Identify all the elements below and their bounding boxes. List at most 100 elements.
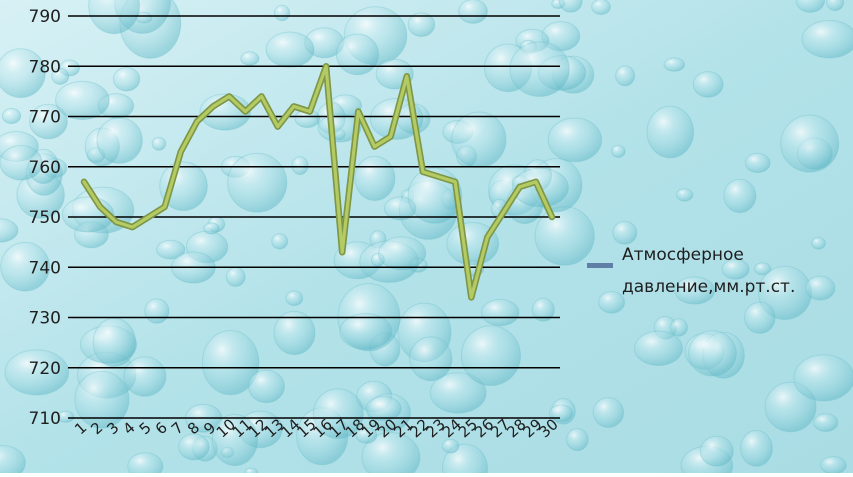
water-drop	[227, 152, 288, 213]
y-tick-label: 760	[29, 158, 61, 178]
water-drop	[611, 144, 626, 158]
water-drop	[795, 0, 825, 13]
data-point	[276, 125, 280, 128]
data-point	[389, 135, 392, 139]
water-drop	[285, 290, 304, 307]
water-drop	[805, 275, 836, 301]
water-drop	[820, 456, 847, 475]
data-point	[195, 120, 199, 123]
y-tick-label: 740	[29, 258, 61, 278]
water-drop	[547, 117, 603, 163]
water-drop	[203, 222, 220, 235]
water-drop	[441, 438, 460, 454]
water-drop	[248, 369, 285, 404]
water-drop	[178, 433, 210, 461]
water-drop	[355, 427, 378, 444]
water-drop	[458, 0, 488, 24]
water-drop	[29, 103, 68, 140]
water-drop	[57, 410, 75, 423]
water-drop	[112, 66, 141, 92]
data-point	[486, 235, 489, 239]
water-drop	[361, 432, 421, 477]
water-drop	[744, 301, 776, 334]
water-drop	[409, 336, 453, 382]
water-drop	[339, 313, 393, 350]
water-drop	[813, 413, 839, 432]
water-drop	[151, 136, 167, 151]
series-line	[82, 64, 554, 299]
water-drop	[156, 239, 186, 260]
water-drop	[0, 241, 50, 292]
legend-label-line-2: давление,мм.рт.ст.	[622, 277, 795, 297]
y-tick-label: 780	[29, 57, 61, 77]
water-drop	[378, 236, 427, 271]
water-drop	[240, 51, 260, 66]
water-drop	[721, 259, 750, 280]
data-point	[356, 110, 360, 113]
water-drop	[592, 397, 625, 428]
water-drop	[566, 428, 589, 452]
data-point	[340, 250, 344, 254]
water-drop	[0, 145, 43, 181]
data-point	[292, 105, 296, 108]
water-drop	[670, 318, 688, 337]
water-drop	[335, 33, 380, 76]
data-point	[260, 95, 263, 98]
water-drop	[265, 31, 315, 68]
water-drop	[634, 330, 683, 366]
water-drop	[598, 291, 626, 314]
legend-swatch	[587, 263, 613, 268]
water-drop	[365, 396, 402, 422]
water-drop	[244, 467, 259, 477]
water-drop	[723, 178, 757, 214]
water-drop	[646, 105, 695, 159]
water-drop	[0, 445, 26, 477]
water-drop	[312, 388, 364, 440]
water-drop	[764, 381, 817, 433]
legend-label-line-1: Атмосферное	[622, 245, 744, 265]
water-drop	[0, 218, 19, 243]
data-point	[550, 215, 554, 219]
water-drop	[96, 117, 143, 164]
data-point	[163, 205, 167, 209]
data-point	[421, 170, 425, 174]
data-point	[405, 74, 409, 78]
y-tick-label: 770	[29, 108, 61, 128]
data-point	[437, 175, 441, 179]
water-drop	[675, 188, 694, 202]
water-drop	[591, 0, 611, 15]
water-drop	[780, 114, 840, 173]
series-layer	[80, 63, 556, 301]
y-tick-label: 750	[29, 208, 61, 228]
water-drop	[51, 67, 70, 85]
water-drop	[615, 65, 636, 87]
data-point	[469, 296, 473, 299]
water-drop	[127, 452, 164, 477]
data-point	[147, 215, 151, 219]
water-drop	[92, 317, 137, 367]
gridlines	[68, 15, 560, 419]
water-drop	[1, 108, 22, 124]
water-drop	[688, 330, 737, 377]
data-point	[373, 145, 376, 149]
water-drop	[699, 435, 734, 467]
water-drop	[509, 41, 570, 97]
water-drop	[211, 413, 259, 467]
data-point	[534, 180, 538, 184]
water-drop	[826, 0, 845, 12]
water-drop	[354, 155, 396, 201]
data-point	[227, 95, 231, 98]
data-point	[453, 180, 457, 184]
water-drop	[429, 372, 487, 414]
water-drop	[74, 370, 130, 429]
water-drop	[674, 276, 716, 305]
water-drop	[460, 325, 521, 387]
water-drop	[754, 262, 772, 276]
water-drop	[271, 233, 289, 250]
y-tick-label: 730	[29, 309, 61, 329]
water-drop	[612, 220, 638, 245]
water-drop	[144, 298, 170, 324]
data-point	[98, 205, 102, 209]
water-drop	[692, 71, 724, 98]
water-drop	[480, 299, 520, 327]
